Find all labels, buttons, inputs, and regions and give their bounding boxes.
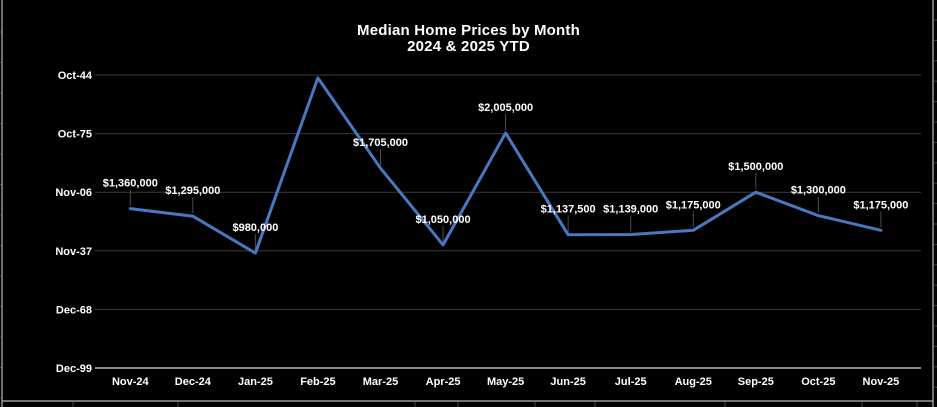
x-axis-tick-label: Feb-25 [300, 376, 335, 388]
x-axis-tick-label: May-25 [487, 376, 524, 388]
data-label: $1,500,000 [728, 161, 783, 173]
y-axis-tick-label: Dec-99 [56, 363, 92, 375]
x-axis-tick-label: Aug-25 [675, 376, 712, 388]
data-label: $1,295,000 [165, 185, 220, 197]
data-label: $1,300,000 [791, 185, 846, 197]
median-price-line [128, 76, 883, 255]
y-axis-tick-label: Dec-68 [56, 304, 92, 316]
data-label: $1,137,500 [541, 204, 596, 216]
x-axis-tick-label: Dec-24 [175, 376, 212, 388]
x-axis-tick-label: Jun-25 [550, 376, 585, 388]
data-label: $1,175,000 [853, 199, 908, 211]
chart-title: Median Home Prices by Month 2024 & 2025 … [0, 23, 937, 55]
y-axis-tick-label: Oct-75 [58, 129, 92, 141]
data-label: $1,139,000 [603, 204, 658, 216]
data-label: $2,005,000 [478, 102, 533, 114]
x-axis-tick-label: Nov-25 [863, 376, 900, 388]
x-axis-tick-label: Jul-25 [615, 376, 647, 388]
x-axis-tick-label: Sep-25 [738, 376, 774, 388]
data-label: $1,175,000 [666, 199, 721, 211]
y-axis-tick-label: Oct-44 [58, 70, 93, 82]
x-axis-tick-label: Apr-25 [426, 376, 461, 388]
x-axis-tick-label: Mar-25 [363, 376, 398, 388]
data-label: $1,050,000 [416, 214, 471, 226]
chart-title-line2: 2024 & 2025 YTD [407, 38, 530, 55]
x-axis-tick-label: Jan-25 [238, 376, 273, 388]
y-axis-tick-label: Nov-06 [55, 187, 92, 199]
x-axis-tick-label: Nov-24 [112, 376, 150, 388]
chart-title-line1: Median Home Prices by Month [357, 22, 580, 39]
x-axis-tick-label: Oct-25 [801, 376, 835, 388]
y-axis-tick-label: Nov-37 [55, 246, 92, 258]
data-label: $980,000 [232, 222, 278, 234]
data-label: $1,705,000 [353, 137, 408, 149]
data-label: $1,360,000 [103, 178, 158, 190]
